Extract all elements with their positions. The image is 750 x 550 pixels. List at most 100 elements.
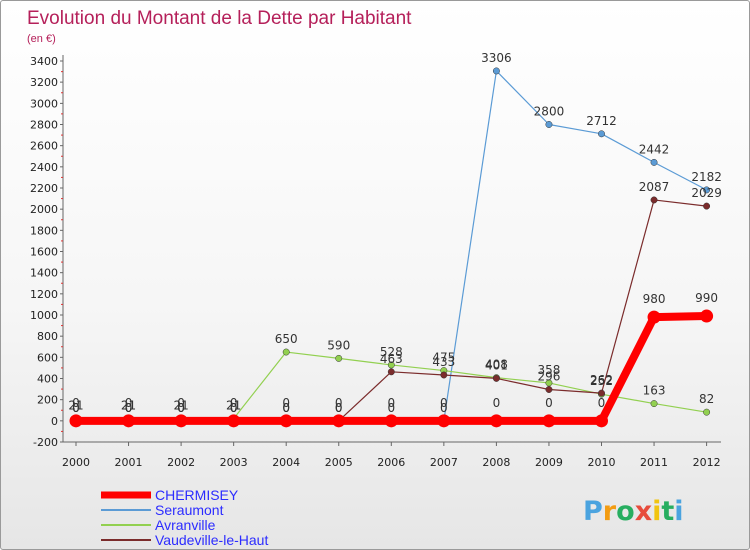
data-point (282, 348, 290, 356)
data-label: 21 (68, 399, 83, 413)
data-label: 0 (177, 401, 185, 415)
data-label: 3306 (481, 51, 512, 65)
y-tick-label: 2000 (30, 203, 58, 216)
data-label: 0 (125, 401, 133, 415)
x-tick-label: 2005 (325, 456, 353, 469)
data-point (279, 414, 293, 428)
x-tick-label: 2006 (377, 456, 405, 469)
data-point (542, 414, 556, 428)
y-tick-label: 800 (37, 330, 58, 343)
data-label: 0 (440, 396, 448, 410)
data-label: 433 (432, 355, 455, 369)
data-point (384, 414, 398, 428)
data-label: 0 (125, 401, 133, 415)
logo-letter: r (603, 496, 617, 527)
logo-letter: x (635, 496, 652, 527)
legend: CHERMISEYSeraumontAvranvilleVaudeville-l… (101, 487, 268, 548)
data-label: 296 (537, 370, 560, 384)
data-point (174, 414, 188, 428)
y-tick-label: -200 (33, 436, 58, 449)
data-label: 0 (72, 401, 80, 415)
data-point (545, 386, 553, 393)
y-tick-label: 400 (37, 373, 58, 386)
legend-label: Vaudeville-le-Haut (155, 532, 268, 548)
data-point (647, 310, 661, 324)
data-label: 21 (173, 399, 188, 413)
x-tick-label: 2012 (693, 456, 721, 469)
logo-letter: t (661, 496, 674, 527)
data-label: 0 (125, 396, 133, 410)
x-tick-label: 2010 (588, 456, 616, 469)
data-point (492, 67, 500, 75)
y-tick-label: 3000 (30, 97, 58, 110)
chart-title: Evolution du Montant de la Dette par Hab… (27, 8, 412, 29)
data-label: 2800 (534, 105, 565, 119)
data-point (122, 414, 136, 428)
y-tick-label: 200 (37, 394, 58, 407)
data-point (545, 121, 553, 128)
data-label: 252 (590, 374, 613, 388)
x-tick-label: 2007 (430, 456, 458, 469)
data-point (650, 158, 658, 166)
data-label: 463 (380, 352, 403, 366)
data-point (650, 196, 658, 204)
data-point (437, 414, 451, 428)
data-label: 0 (387, 401, 395, 415)
legend-label: CHERMISEY (155, 487, 239, 503)
data-label: 163 (643, 384, 666, 398)
data-label: 0 (230, 401, 238, 415)
data-label: 0 (335, 401, 343, 415)
x-tick-label: 2002 (167, 456, 195, 469)
y-tick-label: 3400 (30, 55, 58, 68)
data-point (703, 186, 711, 194)
y-tick-label: 2400 (30, 161, 58, 174)
data-label: 0 (282, 396, 290, 410)
data-point (387, 361, 395, 369)
y-tick-label: 1000 (30, 309, 58, 322)
legend-label: Avranville (155, 517, 216, 533)
proxiti-logo: Proxiti (583, 496, 684, 527)
data-label: 2712 (586, 114, 617, 128)
data-point (227, 414, 241, 428)
y-tick-label: 1600 (30, 246, 58, 259)
data-label: 980 (643, 292, 666, 306)
data-label: 401 (485, 358, 508, 372)
data-label: 408 (485, 358, 508, 372)
data-label: 0 (230, 396, 238, 410)
data-point (700, 309, 714, 323)
x-tick-label: 2001 (115, 456, 143, 469)
y-tick-label: 2800 (30, 119, 58, 132)
data-point (69, 414, 83, 428)
data-label: 82 (699, 392, 714, 406)
data-label: 475 (432, 351, 455, 365)
y-tick-label: 1800 (30, 224, 58, 237)
x-tick-label: 2000 (62, 456, 90, 469)
data-label: 2182 (691, 170, 722, 184)
data-label: 0 (440, 401, 448, 415)
data-label: 650 (275, 332, 298, 346)
y-tick-label: 3200 (30, 76, 58, 89)
data-label: 0 (493, 396, 501, 410)
data-label: 590 (327, 338, 350, 352)
data-label: 0 (282, 401, 290, 415)
chart-subtitle: (en €) (27, 33, 56, 45)
data-label: 0 (335, 401, 343, 415)
y-tick-label: 600 (37, 351, 58, 364)
x-tick-label: 2004 (272, 456, 300, 469)
data-label: 358 (537, 363, 560, 377)
data-label: 0 (177, 401, 185, 415)
y-tick-label: 1200 (30, 288, 58, 301)
data-point (335, 354, 343, 362)
data-point (489, 414, 503, 428)
y-tick-label: 2200 (30, 182, 58, 195)
data-point (595, 414, 608, 428)
data-label: 0 (282, 401, 290, 415)
logo-letter: o (616, 496, 635, 527)
data-label: 0 (598, 396, 606, 410)
data-point (492, 374, 500, 382)
data-label: 0 (72, 396, 80, 410)
logo-letter: P (583, 496, 603, 527)
y-tick-label: 2600 (30, 140, 58, 153)
data-label: 528 (380, 345, 403, 359)
